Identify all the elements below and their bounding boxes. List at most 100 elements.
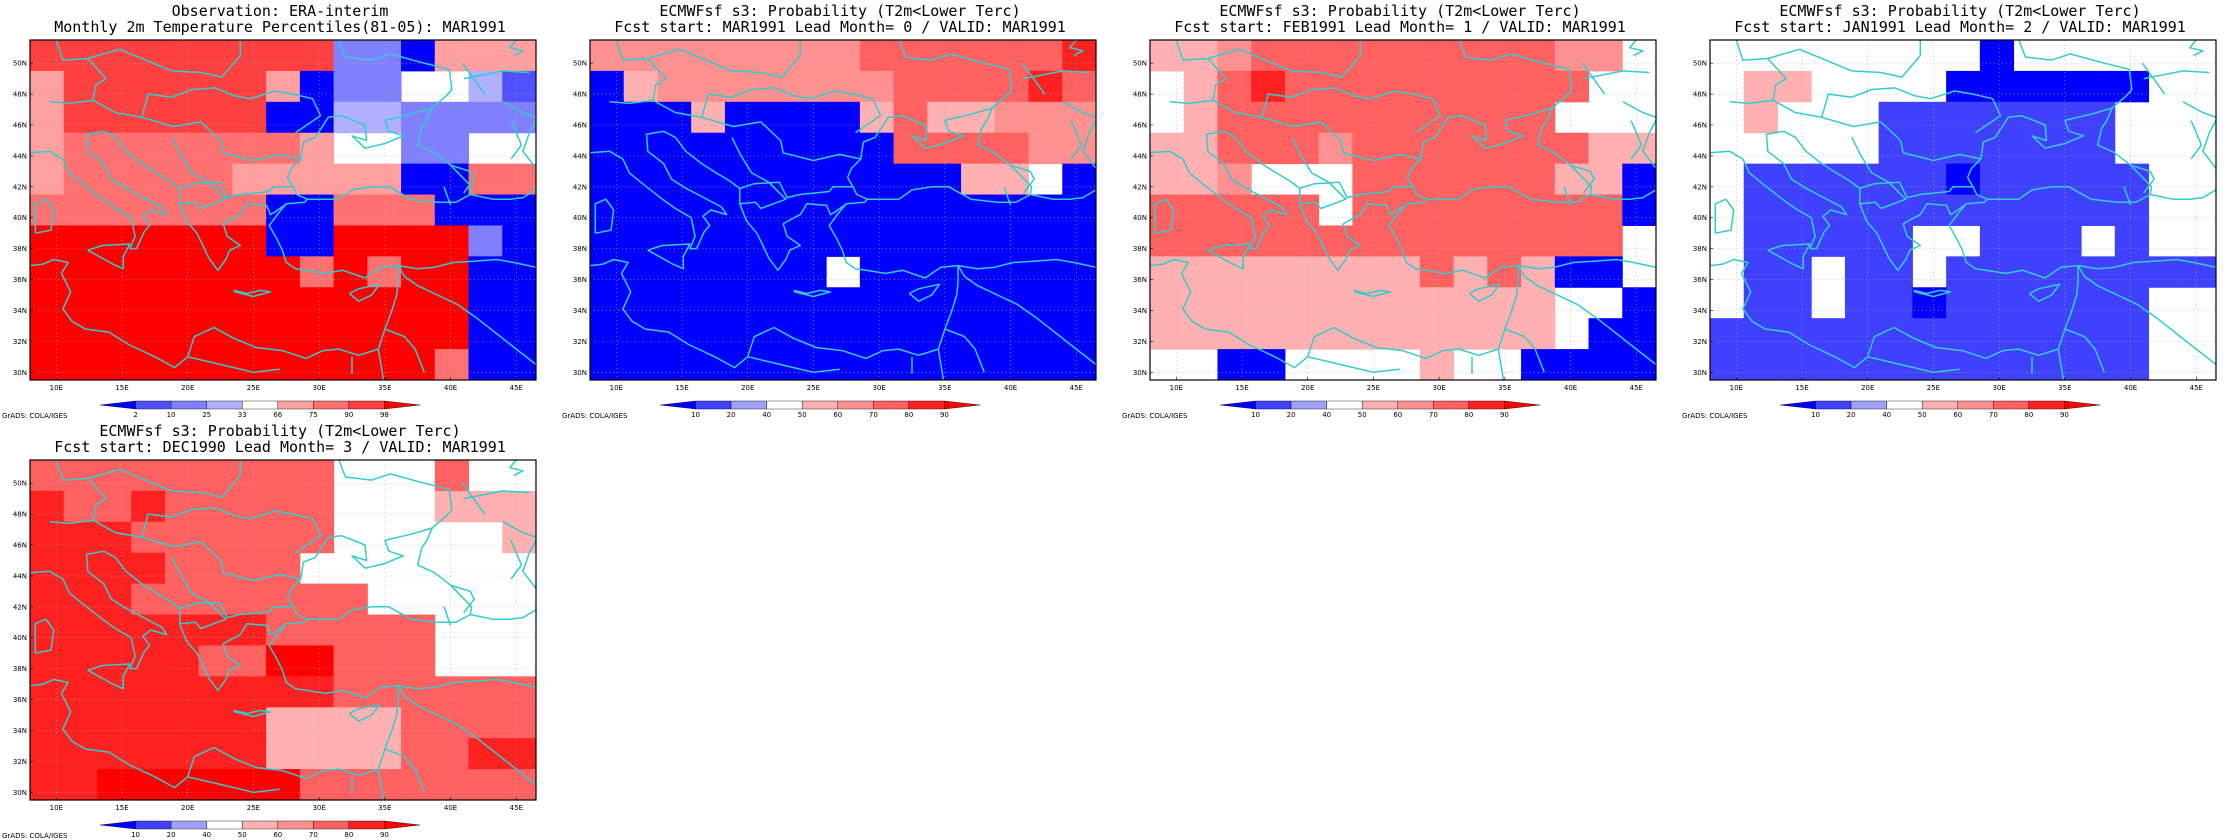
grid-cell: [1419, 163, 1455, 196]
colorbar-swatch: [837, 400, 874, 410]
grid-cell: [1979, 40, 2015, 72]
coastline: [103, 107, 473, 272]
lon-tick-label: 20E: [1861, 384, 1874, 392]
grid-cell: [1453, 318, 1488, 350]
coastline: [793, 289, 832, 298]
grid-cell: [1912, 101, 1947, 134]
grid-cell: [994, 101, 1030, 134]
lat-tick-label: 38N: [13, 665, 27, 673]
coastline: [1583, 70, 1650, 80]
coastline: [615, 39, 802, 78]
colorbar-label: 25: [202, 411, 211, 419]
grid-cell: [1251, 70, 1286, 103]
grid-cell: [2047, 132, 2082, 165]
colorbar: 10 20 40 50 60 70 80 90: [1779, 400, 2101, 419]
lat-tick-label: 32N: [1133, 338, 1147, 346]
coastlines: [29, 459, 537, 801]
colorbar-swatch: [1922, 400, 1958, 410]
coastline: [1468, 283, 1501, 302]
coastline: [55, 39, 242, 78]
grid-cell: [131, 225, 166, 257]
colorbar-swatch: [242, 820, 278, 830]
grid-cell: [590, 101, 625, 134]
grid-cell: [994, 287, 1030, 319]
grid-cell: [1217, 132, 1252, 165]
grid-cell: [63, 318, 98, 350]
grid-cell: [1521, 318, 1556, 350]
lat-tick-label: 34N: [1133, 307, 1147, 315]
coastline: [1154, 198, 1175, 234]
grid-cell: [691, 287, 726, 319]
panel-title-line2: Monthly 2m Temperature Percentiles(81-05…: [54, 18, 506, 36]
colorbar-swatch: [206, 400, 243, 410]
lat-tick-label: 50N: [1133, 60, 1147, 68]
grid-cell: [1217, 40, 1252, 72]
colorbar-label: 90: [344, 411, 353, 419]
coastline: [29, 203, 399, 369]
grid-cell: [164, 676, 200, 708]
coastline: [944, 328, 985, 373]
grid-cell: [1521, 132, 1556, 165]
grid-cell: [1844, 225, 1880, 257]
lat-tick-label: 50N: [1693, 60, 1707, 68]
grid-cell: [502, 101, 537, 134]
grid-cell: [1284, 318, 1320, 350]
grid-cell: [232, 460, 267, 492]
grid-cell: [691, 225, 726, 257]
coastline: [1207, 57, 1227, 101]
grid-cell: [333, 645, 368, 677]
panel-title-line2: Fcst start: FEB1991 Lead Month= 1 / VALI…: [1174, 18, 1626, 36]
lat-tick-label: 34N: [1693, 307, 1707, 315]
grid-cell: [893, 40, 928, 72]
grid-cell: [1251, 256, 1286, 288]
lon-tick-label: 15E: [115, 804, 128, 812]
grid-cell: [2114, 318, 2150, 350]
grid-cell: [1419, 349, 1455, 381]
grid-cell: [1183, 256, 1218, 288]
coastline: [1003, 186, 1012, 206]
colorbar-label: 40: [1322, 411, 1331, 419]
colorbar-swatch: [1326, 400, 1363, 410]
coastline: [179, 601, 293, 619]
grid-cell: [1946, 287, 1981, 319]
colorbar-swatch: [242, 400, 278, 410]
grid-cell: [893, 70, 928, 103]
grid-cell: [266, 490, 301, 523]
grid-cell: [657, 132, 692, 165]
coastline: [233, 709, 272, 718]
grid-cell: [1588, 132, 1623, 165]
grid-cell: [590, 287, 625, 319]
colorbar-swatch: [99, 820, 136, 830]
coastline: [141, 536, 301, 582]
grid-cell: [266, 40, 301, 72]
lon-tick-label: 30E: [312, 384, 325, 392]
grid-cell: [1912, 163, 1947, 196]
colorbar-label: 50: [238, 831, 247, 839]
grid-cell: [1352, 225, 1387, 257]
lon-tick-label: 40E: [1004, 384, 1017, 392]
colorbar-label: 90: [1500, 411, 1509, 419]
colorbar-swatch: [1815, 400, 1852, 410]
grid-cell: [893, 101, 928, 134]
grid-cell: [961, 40, 996, 72]
coastline: [1913, 289, 1952, 298]
grid-cell: [97, 101, 132, 134]
grid-cell: [266, 460, 301, 492]
colorbar-label: 50: [1358, 411, 1367, 419]
grid-cell: [859, 163, 895, 196]
lat-tick-label: 50N: [573, 60, 587, 68]
coastline: [1709, 130, 1848, 250]
coastline: [1630, 120, 1643, 160]
grid-cell: [299, 707, 335, 739]
grid-cell: [1521, 194, 1556, 226]
grid-cell: [623, 163, 658, 196]
colorbar: 10 20 40 50 60 70 80 90: [1219, 400, 1541, 419]
grid-cell: [401, 645, 436, 677]
grid-cell: [434, 769, 470, 801]
grid-cell: [232, 163, 267, 196]
lat-tick-label: 30N: [1133, 369, 1147, 377]
grid-cell: [164, 163, 200, 196]
grid-cell: [131, 101, 166, 134]
grid-cell: [198, 460, 233, 492]
grid-cell: [164, 225, 200, 257]
